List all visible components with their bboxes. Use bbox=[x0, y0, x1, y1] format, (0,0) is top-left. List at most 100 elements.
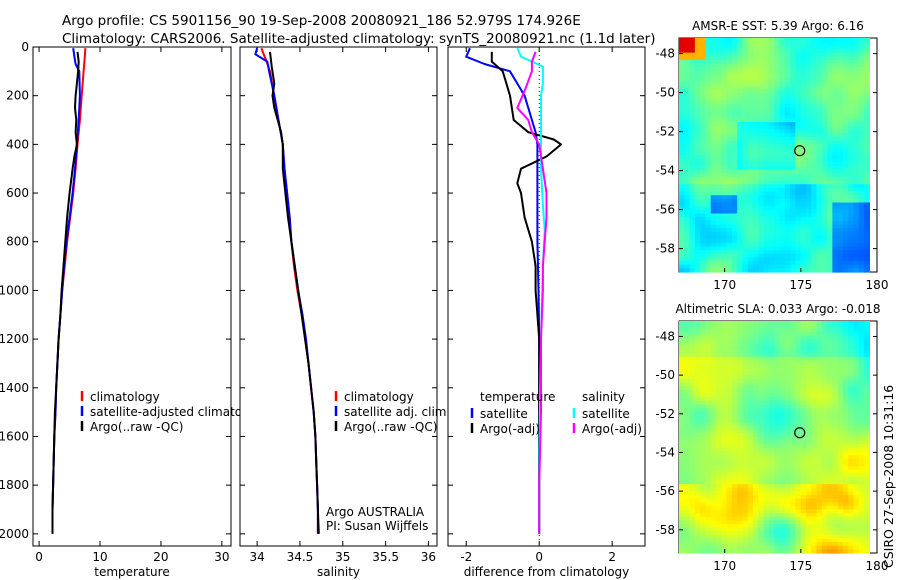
heatmap-cell bbox=[864, 100, 870, 105]
heatmap-cell bbox=[848, 224, 855, 229]
heatmap-cell bbox=[758, 469, 765, 474]
heatmap-cell bbox=[837, 379, 844, 384]
heatmap-cell bbox=[864, 389, 870, 395]
heatmap-cell bbox=[811, 339, 818, 344]
heatmap-cell bbox=[679, 118, 685, 123]
heatmap-cell bbox=[694, 235, 701, 240]
heatmap-cell bbox=[726, 509, 733, 514]
header-line-1: Argo profile: CS 5901156_90 19-Sep-2008 … bbox=[62, 13, 581, 29]
heatmap-cell bbox=[821, 524, 828, 529]
heatmap-cell bbox=[689, 516, 696, 521]
heatmap-cell bbox=[779, 368, 786, 373]
heatmap-cell bbox=[816, 158, 823, 163]
heatmap-cell bbox=[742, 527, 749, 532]
heatmap-cell bbox=[716, 444, 722, 449]
heatmap-cell bbox=[800, 261, 807, 266]
heatmap-cell bbox=[816, 268, 823, 273]
heatmap-cell bbox=[821, 213, 828, 218]
heatmap-cell bbox=[716, 184, 722, 189]
heatmap-cell bbox=[853, 469, 860, 474]
heatmap-cell bbox=[726, 78, 733, 83]
heatmap-cell bbox=[737, 52, 744, 57]
heatmap-cell bbox=[848, 144, 855, 149]
heatmap-cell bbox=[747, 144, 754, 149]
heatmap-cell bbox=[758, 353, 765, 358]
heatmap-cell bbox=[790, 549, 796, 554]
heatmap-cell bbox=[800, 357, 807, 362]
heatmap-cell bbox=[684, 239, 691, 244]
heatmap-cell bbox=[790, 239, 796, 244]
heatmap-cell bbox=[731, 213, 738, 218]
heatmap-cell bbox=[816, 217, 823, 222]
heatmap-cell bbox=[689, 360, 696, 366]
heatmap-cell bbox=[811, 440, 818, 445]
heatmap-cell bbox=[742, 155, 749, 160]
heatmap-cell bbox=[753, 70, 759, 76]
heatmap-cell bbox=[800, 158, 807, 163]
heatmap-cell bbox=[700, 155, 707, 160]
heatmap-cell bbox=[821, 107, 828, 112]
heatmap-cell bbox=[811, 495, 818, 500]
heatmap-cell bbox=[858, 386, 865, 391]
heatmap-cell bbox=[779, 63, 786, 68]
heatmap-cell bbox=[842, 444, 849, 449]
heatmap-cell bbox=[684, 224, 691, 229]
heatmap-cell bbox=[758, 155, 765, 160]
heatmap-cell bbox=[768, 242, 775, 248]
heatmap-cell bbox=[705, 331, 712, 337]
heatmap-cell bbox=[716, 495, 722, 500]
heatmap-cell bbox=[694, 516, 701, 521]
heatmap-cell bbox=[837, 202, 844, 207]
heatmap-cell bbox=[768, 118, 775, 123]
heatmap-cell bbox=[747, 96, 754, 101]
heatmap-cell bbox=[721, 129, 728, 134]
heatmap-cell bbox=[842, 114, 849, 120]
heatmap-cell bbox=[848, 389, 855, 395]
heatmap-cell bbox=[805, 169, 812, 174]
heatmap-cell bbox=[821, 360, 828, 366]
heatmap-cell bbox=[827, 264, 833, 269]
heatmap-cell bbox=[726, 162, 733, 167]
heatmap-cell bbox=[790, 342, 796, 347]
heatmap-cell bbox=[864, 96, 870, 101]
heatmap-cell bbox=[853, 418, 860, 424]
heatmap-cell bbox=[710, 386, 717, 391]
heatmap-cell bbox=[800, 155, 807, 160]
heatmap-cell bbox=[726, 426, 733, 431]
heatmap-cell bbox=[731, 235, 738, 240]
heatmap-cell bbox=[816, 415, 823, 420]
heatmap-cell bbox=[753, 353, 759, 358]
heatmap-cell bbox=[790, 257, 796, 262]
heatmap-cell bbox=[689, 173, 696, 178]
heatmap-cell bbox=[795, 45, 802, 50]
x-tick-label: 35 bbox=[335, 550, 350, 564]
heatmap-cell bbox=[731, 250, 738, 255]
heatmap-cell bbox=[737, 466, 744, 471]
heatmap-cell bbox=[790, 353, 796, 358]
heatmap-cell bbox=[790, 444, 796, 449]
heatmap-cell bbox=[842, 346, 849, 351]
heatmap-cell bbox=[742, 389, 749, 395]
heatmap-cell bbox=[694, 111, 701, 116]
heatmap-cell bbox=[747, 462, 754, 467]
heatmap-cell bbox=[790, 476, 796, 482]
heatmap-cell bbox=[716, 246, 722, 251]
heatmap-cell bbox=[832, 324, 839, 329]
heatmap-cell bbox=[716, 321, 722, 326]
heatmap-cell bbox=[827, 202, 833, 207]
heatmap-cell bbox=[679, 498, 685, 503]
heatmap-cell bbox=[684, 202, 691, 207]
heatmap-cell bbox=[774, 224, 781, 229]
heatmap-cell bbox=[721, 162, 728, 167]
legend-label: Argo(-adj) bbox=[582, 422, 642, 436]
heatmap-cell bbox=[842, 250, 849, 255]
heatmap-cell bbox=[731, 502, 738, 507]
heatmap-cell bbox=[679, 397, 685, 402]
heatmap-cell bbox=[842, 242, 849, 248]
heatmap-cell bbox=[858, 545, 865, 550]
heatmap-cell bbox=[795, 513, 802, 518]
heatmap-cell bbox=[858, 429, 865, 434]
heatmap-cell bbox=[721, 339, 728, 344]
heatmap-cell bbox=[853, 422, 860, 427]
heatmap-cell bbox=[827, 462, 833, 467]
